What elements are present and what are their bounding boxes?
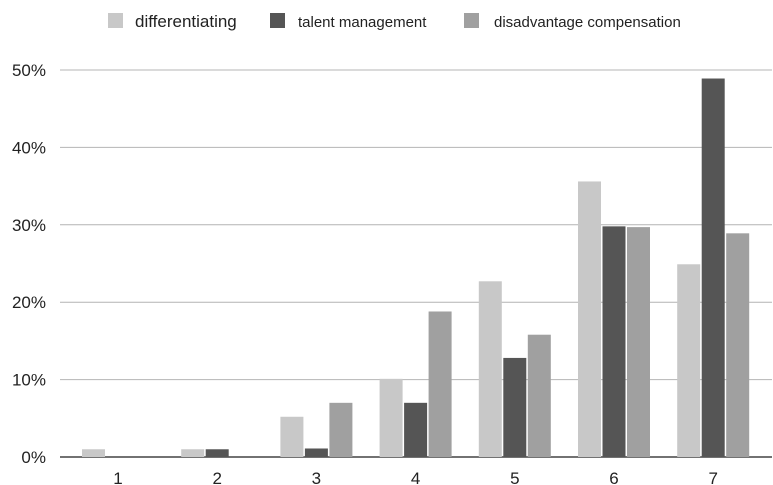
bar-differentiating-2 xyxy=(181,449,205,457)
bar-differentiating-7 xyxy=(677,264,701,457)
bar-talent-management-6 xyxy=(602,226,626,457)
bar-disadvantage-compensation-4 xyxy=(428,311,452,457)
bar-talent-management-3 xyxy=(304,448,328,457)
x-tick-label: 5 xyxy=(510,469,519,485)
legend-label: talent management xyxy=(298,14,427,31)
y-tick-label: 0% xyxy=(21,448,46,467)
y-tick-label: 20% xyxy=(12,293,46,312)
y-tick-label: 30% xyxy=(12,216,46,235)
bar-disadvantage-compensation-7 xyxy=(726,233,750,457)
bar-differentiating-5 xyxy=(478,281,502,457)
y-tick-label: 50% xyxy=(12,61,46,80)
bar-disadvantage-compensation-3 xyxy=(329,402,353,457)
x-tick-label: 7 xyxy=(708,469,717,485)
x-axis-ticks: 1 2 3 4 5 6 7 xyxy=(113,469,718,485)
legend-swatch xyxy=(108,13,123,28)
bar-differentiating-4 xyxy=(379,378,403,457)
bar-talent-management-5 xyxy=(503,357,527,457)
legend-label: disadvantage compensation xyxy=(494,14,681,31)
bar-differentiating-1 xyxy=(82,449,105,457)
bar-talent-management-4 xyxy=(404,402,428,457)
x-tick-label: 1 xyxy=(113,469,122,485)
x-tick-label: 3 xyxy=(312,469,321,485)
bar-talent-management-2 xyxy=(205,449,229,457)
gridlines xyxy=(60,69,772,458)
y-tick-label: 10% xyxy=(12,371,46,390)
bar-disadvantage-compensation-6 xyxy=(627,227,650,457)
legend-label: differentiating xyxy=(135,12,237,31)
bar-disadvantage-compensation-5 xyxy=(527,334,551,457)
bar-differentiating-6 xyxy=(578,181,601,457)
legend: differentiating talent management disadvan… xyxy=(108,12,681,31)
bars xyxy=(82,78,750,457)
legend-swatch xyxy=(464,13,479,28)
y-tick-label: 40% xyxy=(12,138,46,157)
y-axis-ticks: 0% 10% 20% 30% 40% 50% xyxy=(12,61,46,467)
x-tick-label: 4 xyxy=(411,469,420,485)
bar-talent-management-7 xyxy=(701,78,725,457)
legend-swatch xyxy=(270,13,285,28)
x-tick-label: 2 xyxy=(212,469,221,485)
bar-differentiating-3 xyxy=(280,416,304,457)
x-tick-label: 6 xyxy=(609,469,618,485)
